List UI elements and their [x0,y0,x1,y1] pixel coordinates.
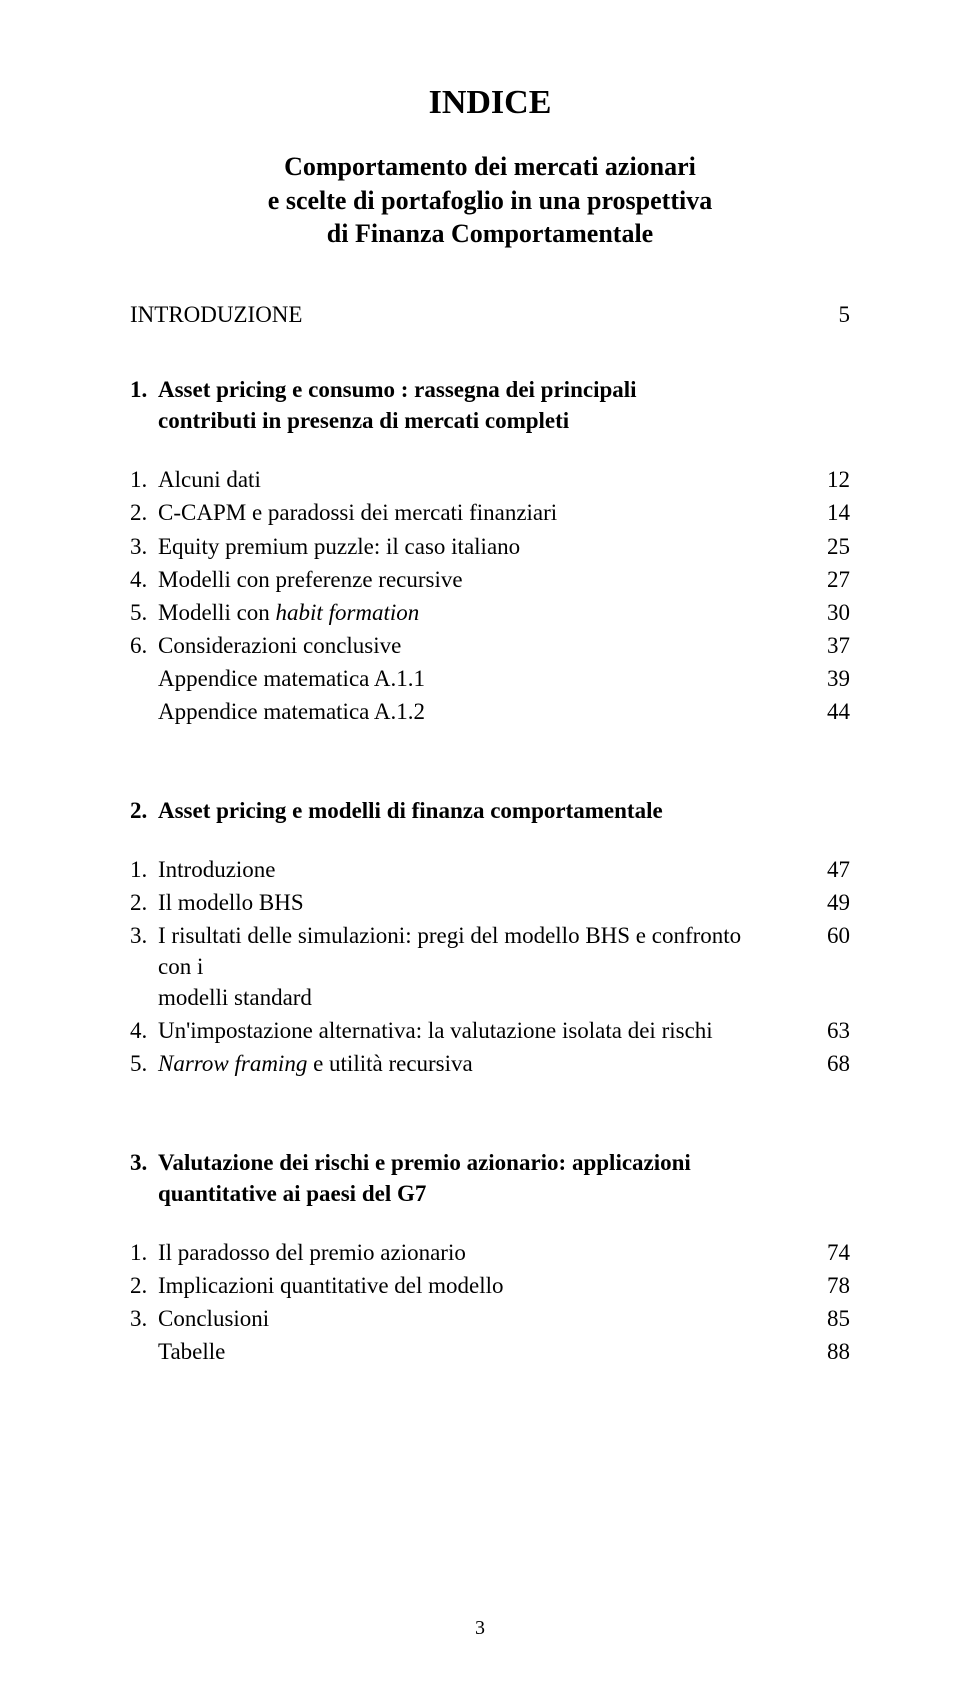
section-number: 2. [130,795,158,826]
page-subtitle: Comportamento dei mercati azionari e sce… [130,150,850,251]
entry-text: Tabelle [158,1336,790,1367]
intro-page: 5 [790,299,850,330]
entry-page: 25 [790,531,850,562]
entry-page: 63 [790,1015,850,1046]
toc-entry: 2.Implicazioni quantitative del modello7… [130,1270,850,1301]
toc-entry: 6.Considerazioni conclusive37 [130,630,850,661]
toc-entry: 3.Conclusioni85 [130,1303,850,1334]
entry-number: 4. [130,1015,158,1046]
spacer [130,1217,850,1235]
entry-text: I risultati delle simulazioni: pregi del… [158,920,790,1013]
intro-label: INTRODUZIONE [130,299,790,330]
page-number: 3 [0,1615,960,1642]
entry-page: 37 [790,630,850,661]
entry-page: 60 [790,920,850,951]
entry-text: Appendice matematica A.1.1 [158,663,790,694]
spacer [130,1081,850,1111]
toc-entry: Appendice matematica A.1.244 [130,696,850,727]
section-title-line: Valutazione dei rischi e premio azionari… [158,1150,691,1175]
entry-number: 3. [130,531,158,562]
toc-entry: Appendice matematica A.1.139 [130,663,850,694]
toc-entry: 1.Il paradosso del premio azionario74 [130,1237,850,1268]
page-title: INDICE [130,80,850,126]
entry-text: Modelli con preferenze recursive [158,564,790,595]
entry-number: 6. [130,630,158,661]
toc-entry: 1.Alcuni dati12 [130,464,850,495]
entry-number: 1. [130,464,158,495]
entry-text: Il paradosso del premio azionario [158,1237,790,1268]
entry-page: 47 [790,854,850,885]
entry-page: 39 [790,663,850,694]
entry-number: 5. [130,597,158,628]
section-title-line: contributi in presenza di mercati comple… [158,408,569,433]
entry-number: 2. [130,497,158,528]
spacer [130,444,850,462]
section-heading: 3. Valutazione dei rischi e premio azion… [130,1147,850,1209]
toc-entry: Tabelle88 [130,1336,850,1367]
entry-page: 78 [790,1270,850,1301]
section-title-line: Asset pricing e consumo : rassegna dei p… [158,377,637,402]
section-entries: 1.Alcuni dati122.C-CAPM e paradossi dei … [130,464,850,726]
entry-text: Alcuni dati [158,464,790,495]
section-number: 3. [130,1147,158,1209]
section-title-line: quantitative ai paesi del G7 [158,1181,426,1206]
entry-page: 74 [790,1237,850,1268]
toc-entry: 2.C-CAPM e paradossi dei mercati finanzi… [130,497,850,528]
entry-page: 30 [790,597,850,628]
spacer [130,729,850,759]
entry-page: 49 [790,887,850,918]
italic-text: habit formation [276,600,420,625]
entry-number: 5. [130,1048,158,1079]
subtitle-line: e scelte di portafoglio in una prospetti… [268,186,712,215]
entry-page: 27 [790,564,850,595]
toc-entry: 2.Il modello BHS49 [130,887,850,918]
entry-number: 3. [130,920,158,951]
entry-page: 14 [790,497,850,528]
toc-entry: 1.Introduzione47 [130,854,850,885]
entry-text: Considerazioni conclusive [158,630,790,661]
section-heading: 1. Asset pricing e consumo : rassegna de… [130,374,850,436]
entry-page: 85 [790,1303,850,1334]
entry-number: 2. [130,1270,158,1301]
entry-text: Narrow framing e utilità recursiva [158,1048,790,1079]
section-heading: 2. Asset pricing e modelli di finanza co… [130,795,850,826]
entry-text: Implicazioni quantitative del modello [158,1270,790,1301]
entry-page: 68 [790,1048,850,1079]
section-number: 1. [130,374,158,436]
toc-entry: 4.Un'impostazione alternativa: la valuta… [130,1015,850,1046]
subtitle-line: Comportamento dei mercati azionari [284,152,696,181]
entry-page: 44 [790,696,850,727]
subtitle-line: di Finanza Comportamentale [327,219,653,248]
entry-text: Il modello BHS [158,887,790,918]
toc-entry: 4.Modelli con preferenze recursive27 [130,564,850,595]
entry-page: 88 [790,1336,850,1367]
entry-number: 4. [130,564,158,595]
toc-intro-row: INTRODUZIONE 5 [130,299,850,330]
section-entries: 1.Il paradosso del premio azionario742.I… [130,1237,850,1367]
section-title: Asset pricing e modelli di finanza compo… [158,795,850,826]
spacer [130,834,850,852]
entry-text: Introduzione [158,854,790,885]
entry-text: Conclusioni [158,1303,790,1334]
toc-entry: 3.Equity premium puzzle: il caso italian… [130,531,850,562]
entry-page: 12 [790,464,850,495]
entry-text: C-CAPM e paradossi dei mercati finanziar… [158,497,790,528]
toc-entry: 5.Narrow framing e utilità recursiva68 [130,1048,850,1079]
section-entries: 1.Introduzione472.Il modello BHS493.I ri… [130,854,850,1079]
entry-number: 1. [130,1237,158,1268]
entry-text: Equity premium puzzle: il caso italiano [158,531,790,562]
entry-text: Modelli con habit formation [158,597,790,628]
entry-number: 3. [130,1303,158,1334]
section-title: Valutazione dei rischi e premio azionari… [158,1147,850,1209]
section-title: Asset pricing e consumo : rassegna dei p… [158,374,850,436]
entry-text: Appendice matematica A.1.2 [158,696,790,727]
entry-number: 2. [130,887,158,918]
toc-entry: 5.Modelli con habit formation30 [130,597,850,628]
toc-entry: 3.I risultati delle simulazioni: pregi d… [130,920,850,1013]
document-page: INDICE Comportamento dei mercati azionar… [0,0,960,1682]
entry-text: Un'impostazione alternativa: la valutazi… [158,1015,790,1046]
italic-text: Narrow framing [158,1051,307,1076]
entry-number: 1. [130,854,158,885]
